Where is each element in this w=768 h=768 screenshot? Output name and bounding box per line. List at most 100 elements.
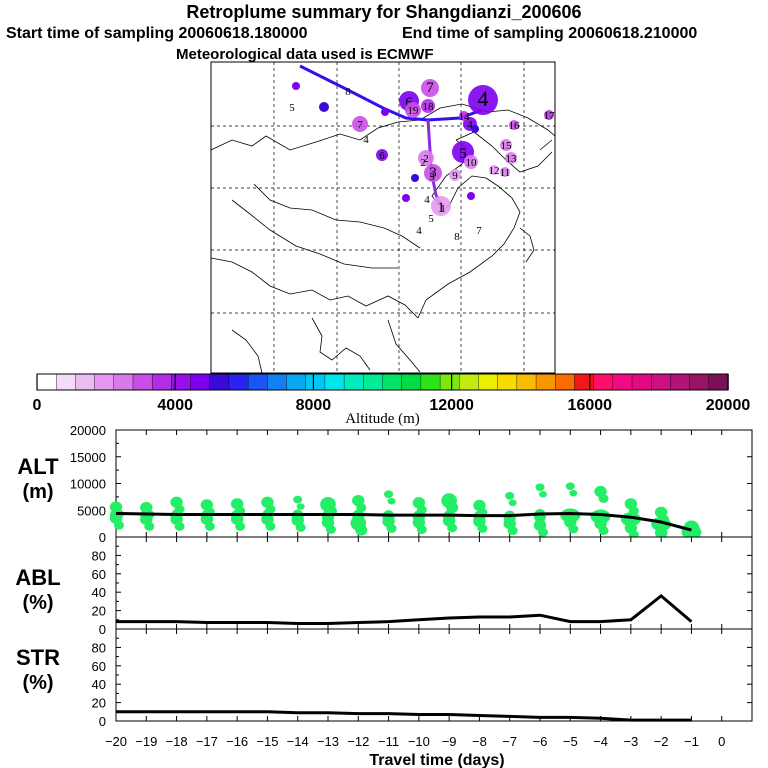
- alt-spread2-7-1: [326, 525, 336, 534]
- alt-center-1: [140, 508, 153, 523]
- abl-frame: [115, 536, 753, 630]
- cluster-10-marker: [464, 155, 478, 169]
- alt-spread2-6-0: [296, 503, 305, 510]
- cluster-11-label: 11: [500, 167, 511, 179]
- x-axis-label: Travel time (days): [369, 752, 504, 768]
- colorbar-swatch-7: [171, 373, 192, 391]
- alt-series-line: [115, 511, 692, 532]
- abl-ytick-label-1: 20: [92, 604, 106, 619]
- colorbar-tick-label-2: 8000: [296, 397, 332, 414]
- colorbar-swatch-11: [247, 373, 269, 391]
- alt-center-15: [560, 508, 581, 523]
- cluster-9-marker: [449, 169, 461, 181]
- alt-ytick-label-4: 20000: [70, 423, 106, 438]
- alt-spread2-14-1: [538, 527, 548, 537]
- str-xtick-label-1: −19: [135, 734, 157, 749]
- colorbar-swatch-29: [593, 373, 614, 391]
- str-ylabel-main: STR: [16, 645, 60, 670]
- alt-spread2-14-0: [539, 491, 547, 498]
- alt-center-0: [110, 508, 122, 523]
- cluster-14-marker: [459, 111, 469, 121]
- map-panel: 1122334444455566777889101112131415161718…: [210, 61, 556, 374]
- cluster-6-1-marker: [376, 149, 388, 161]
- alt-spread2-16-1: [598, 526, 609, 536]
- alt-spread2-12-1: [477, 524, 488, 533]
- map-border-8: [311, 317, 371, 371]
- alt-spread2-3-1: [204, 521, 215, 531]
- colorbar-tick-label-5: 20000: [706, 397, 751, 414]
- cluster-15-marker: [500, 139, 512, 151]
- cluster-1-marker: [431, 196, 451, 216]
- cluster-19-label: 19: [408, 105, 420, 117]
- colorbar-swatch-5: [132, 373, 153, 391]
- abl-ytick-label-4: 80: [92, 548, 106, 563]
- alt-spread2-13-0: [508, 499, 517, 507]
- alt-ytick-label-2: 10000: [70, 477, 106, 492]
- colorbar-swatch-8: [190, 373, 211, 391]
- alt-center-11: [443, 510, 456, 525]
- cluster-14-label: 14: [459, 111, 471, 123]
- cluster-2-marker: [418, 150, 434, 166]
- abl-ytick-label-3: 60: [92, 567, 106, 582]
- map-border-6: [253, 183, 421, 249]
- str-xtick-label-10: −10: [408, 734, 430, 749]
- cluster-1-1-label: 1: [440, 203, 446, 215]
- colorbar-swatch-35: [708, 373, 729, 391]
- alt-spread-14-0: [535, 483, 545, 492]
- str-xtick-label-15: −5: [563, 734, 578, 749]
- abl-ytick-label-0: 0: [99, 622, 106, 637]
- alt-center-4: [231, 509, 244, 524]
- str-xtick-label-5: −15: [256, 734, 278, 749]
- str-xtick-label-17: −3: [623, 734, 638, 749]
- map-small-dot-4: [467, 192, 475, 200]
- colorbar-swatch-23: [478, 373, 499, 391]
- abl-panel: 0 20 40 60 80 ABL(%): [15, 536, 753, 637]
- cluster-12-marker: [489, 165, 499, 175]
- abl-ylabel-unit: (%): [22, 592, 53, 614]
- cluster-17-label: 17: [544, 110, 556, 122]
- colorbar-swatch-14: [305, 373, 326, 391]
- map-small-dot-0: [292, 82, 300, 90]
- colorbar-swatch-0: [36, 373, 57, 391]
- map-border-0: [210, 119, 421, 151]
- alt-center-12: [473, 510, 486, 525]
- cluster-7-marker: [421, 79, 439, 97]
- colorbar-swatch-16: [343, 373, 365, 391]
- alt-spread-15-0: [565, 482, 575, 490]
- str-frame: [115, 628, 753, 722]
- colorbar-swatch-18: [382, 373, 403, 391]
- cluster-5-1-label: 5: [289, 102, 295, 114]
- colorbar-swatch-12: [267, 373, 288, 391]
- alt-ytick-label-3: 15000: [70, 450, 106, 465]
- colorbar-swatch-31: [631, 373, 652, 391]
- colorbar-swatch-33: [670, 373, 691, 391]
- str-xtick-label-9: −11: [378, 734, 399, 749]
- alt-center-2: [170, 509, 183, 524]
- str-series-line: [116, 710, 692, 722]
- colorbar-swatch-24: [497, 373, 518, 391]
- cluster-6-1-label: 6: [379, 150, 385, 162]
- colorbar-tick-label-3: 12000: [429, 397, 474, 414]
- cluster-5-label: 5: [459, 146, 467, 162]
- abl-ytick-label-2: 40: [92, 585, 106, 600]
- alt-spread2-4-1: [235, 521, 246, 531]
- alt-center-10: [412, 510, 425, 525]
- map-border-9: [387, 319, 421, 373]
- cluster-4-marker: [468, 85, 498, 115]
- cluster-4-3-label: 4: [416, 225, 422, 237]
- cluster-12-label: 12: [489, 165, 500, 177]
- colorbar-swatch-21: [439, 373, 460, 391]
- map-small-dot-1: [319, 102, 329, 112]
- cluster-1-label: 1: [437, 200, 445, 216]
- cluster-10-label: 10: [466, 157, 478, 169]
- alt-ytick-label-1: 5000: [77, 503, 106, 518]
- map-small-dot-2: [402, 194, 410, 202]
- colorbar-axis-label: Altitude (m): [345, 411, 420, 427]
- altitude-panel: 0 5000 10000 15000 20000 ALT(m): [17, 423, 753, 545]
- cluster-4-4-label: 4: [424, 194, 430, 206]
- cluster-16-label: 16: [509, 120, 521, 132]
- map-small-dot-3: [411, 174, 419, 182]
- cluster-4-label: 4: [478, 86, 489, 111]
